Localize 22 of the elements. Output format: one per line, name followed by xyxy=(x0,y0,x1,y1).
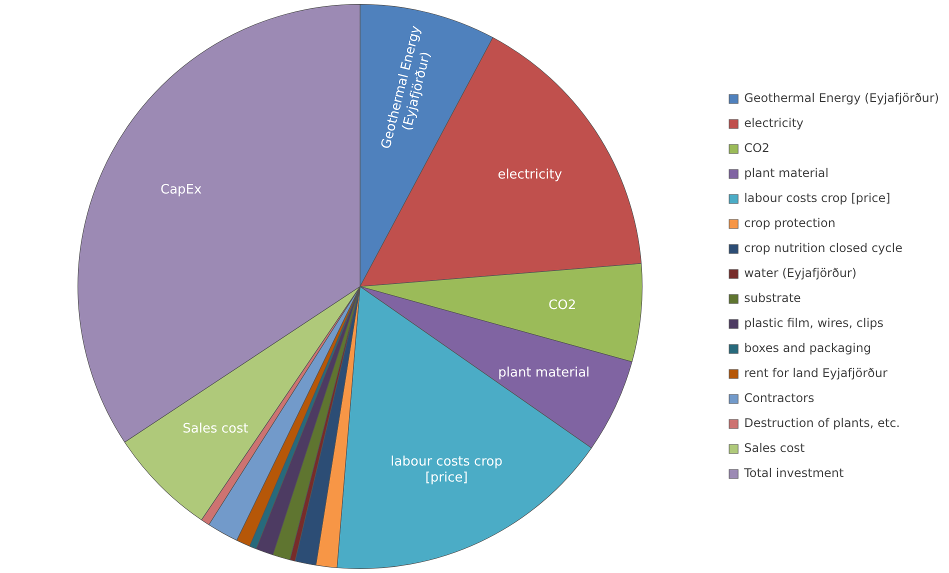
legend-label: crop nutrition closed cycle xyxy=(744,241,902,256)
legend-label: Sales cost xyxy=(744,441,806,456)
legend-label: substrate xyxy=(744,291,801,306)
legend-label: CO2 xyxy=(744,141,770,156)
data-label: CapEx xyxy=(160,182,202,198)
legend-label: labour costs crop [price] xyxy=(744,191,890,206)
legend-label: Destruction of plants, etc. xyxy=(744,416,900,430)
data-label: Sales cost xyxy=(182,422,248,437)
legend-label: rent for land Eyjafjörður xyxy=(744,366,888,380)
data-label: plant material xyxy=(498,365,590,380)
legend-label: plant material xyxy=(744,166,829,180)
legend-label: Contractors xyxy=(744,391,814,406)
data-label: electricity xyxy=(498,167,562,182)
legend-label: plastic film, wires, clips xyxy=(744,316,884,330)
legend-label: crop protection xyxy=(744,216,836,230)
data-label: labour costs crop [price] xyxy=(390,454,502,486)
legend-label: Geothermal Energy (Eyjafjörður) xyxy=(744,91,939,106)
legend-label: water (Eyjafjörður) xyxy=(744,266,857,280)
legend-label: boxes and packaging xyxy=(744,341,872,356)
legend-label: electricity xyxy=(744,116,804,130)
legend-label: Total investment xyxy=(743,466,844,480)
data-label: CO2 xyxy=(548,298,576,313)
